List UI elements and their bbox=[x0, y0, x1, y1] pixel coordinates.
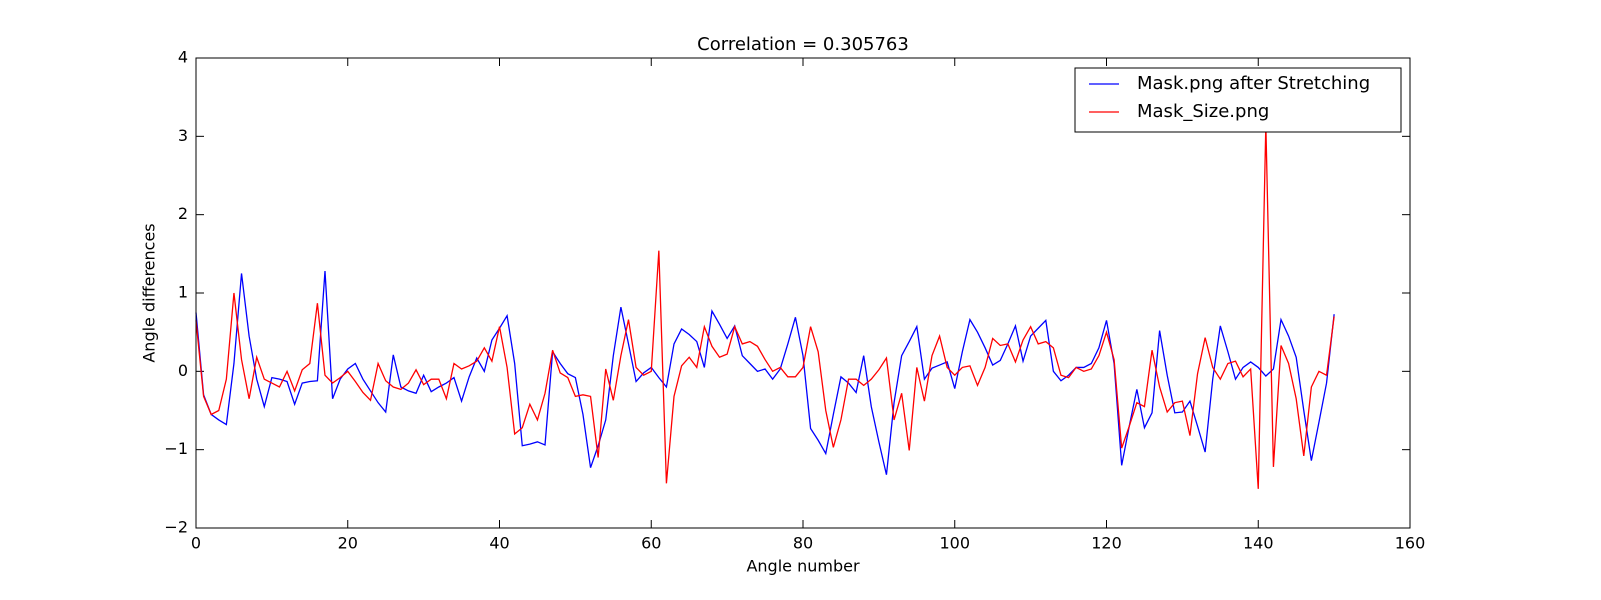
legend-label: Mask_Size.png bbox=[1137, 101, 1269, 122]
x-tick-label: 0 bbox=[191, 534, 201, 553]
plot-frame bbox=[195, 57, 1411, 529]
y-tick-label: 2 bbox=[178, 204, 188, 223]
x-tick-label: 20 bbox=[338, 534, 358, 553]
y-tick-label: 0 bbox=[178, 361, 188, 380]
x-axis-label: Angle number bbox=[746, 557, 859, 576]
legend-box bbox=[1074, 67, 1402, 133]
y-tick-label: −1 bbox=[164, 439, 188, 458]
x-tick-label: 140 bbox=[1243, 534, 1274, 553]
y-axis-label: Angle differences bbox=[140, 223, 159, 362]
x-tick-label: 60 bbox=[641, 534, 661, 553]
x-tick-label: 160 bbox=[1395, 534, 1426, 553]
legend-label: Mask.png after Stretching bbox=[1137, 73, 1370, 94]
y-tick-label: 4 bbox=[178, 48, 188, 67]
data-line bbox=[195, 271, 1335, 475]
chart-title: Correlation = 0.305763 bbox=[697, 34, 909, 55]
x-tick-label: 40 bbox=[489, 534, 509, 553]
x-tick-label: 100 bbox=[939, 534, 970, 553]
x-tick-label: 80 bbox=[793, 534, 813, 553]
x-tick-label: 120 bbox=[1091, 534, 1122, 553]
data-line bbox=[195, 124, 1335, 489]
y-tick-label: 3 bbox=[178, 126, 188, 145]
y-tick-label: 1 bbox=[178, 283, 188, 302]
y-tick-label: −2 bbox=[164, 518, 188, 537]
